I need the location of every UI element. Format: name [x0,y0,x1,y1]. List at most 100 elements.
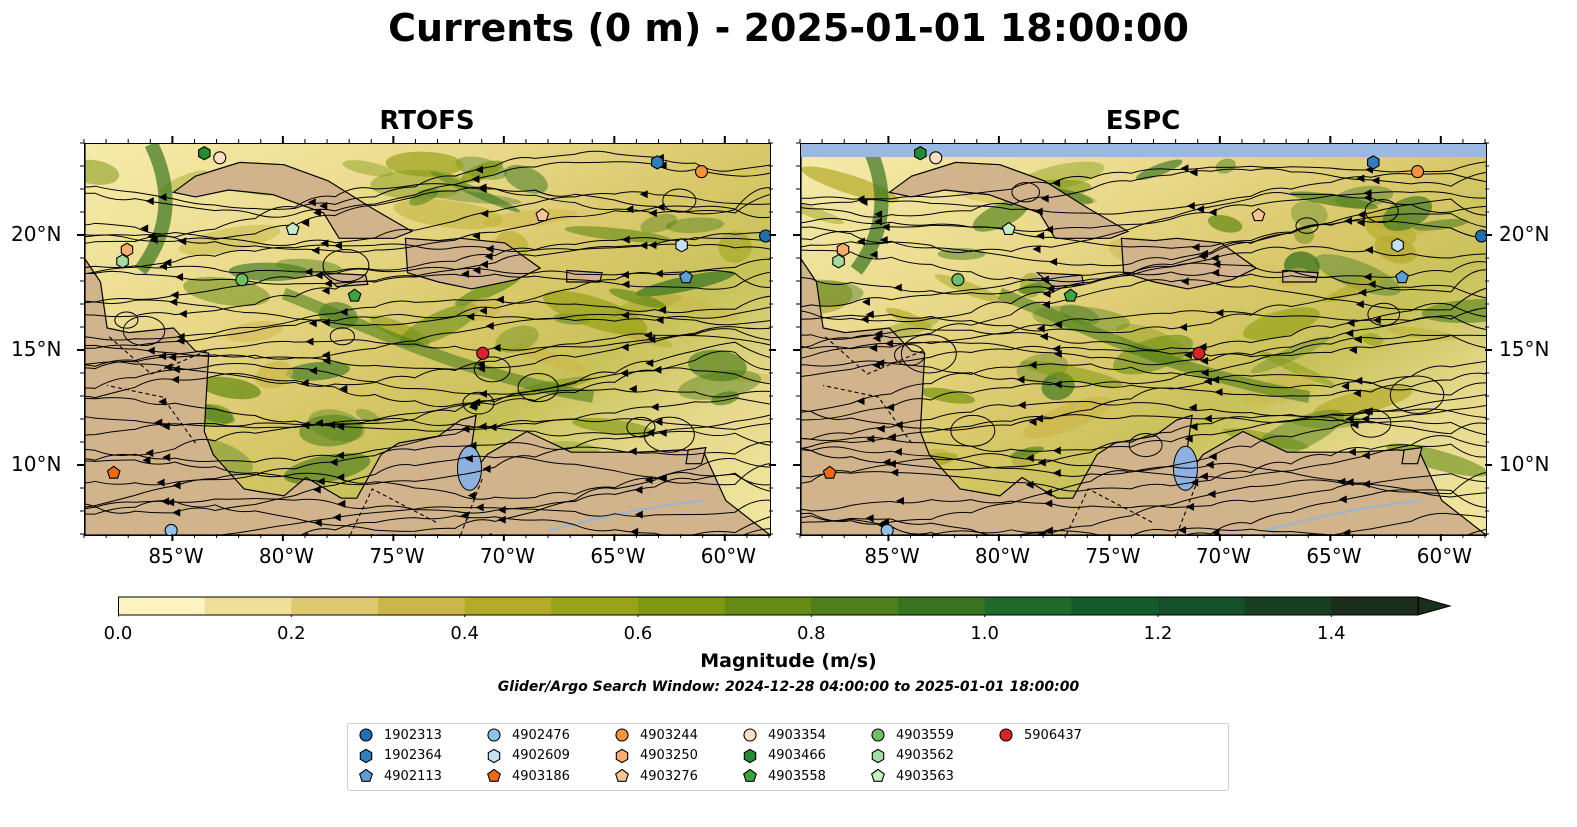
panel-title-espc: ESPC [1105,106,1181,136]
platform-marker-4903354[interactable] [929,151,943,165]
platform-marker-4903558[interactable] [347,288,362,302]
platform-marker-4903466[interactable] [914,145,927,161]
colorbar-segment [464,597,552,615]
legend-marker-4903559 [871,728,885,742]
pentagon-marker-icon [871,768,885,782]
hexagon-marker-icon [743,748,757,763]
legend-item: 4903562 [870,748,954,764]
legend-item: 4903186 [486,768,570,784]
platform-marker-4902476[interactable] [880,523,894,535]
platform-marker-4903250[interactable] [120,242,134,258]
circle-marker-icon [743,728,757,742]
hexagon-marker-icon [359,748,373,763]
pentagon-marker-icon [615,768,629,782]
legend-item-label: 4903250 [640,748,698,763]
platform-marker-4903244[interactable] [694,165,709,179]
colorbar-segment [724,597,812,615]
legend-marker-4903354 [743,728,757,742]
colorbar-tick-label: 0.4 [450,623,479,644]
colorbar-segment [1331,597,1419,615]
legend-item: 4903466 [742,748,826,764]
circle-marker-icon [359,728,373,742]
legend-item: 4902476 [486,727,570,743]
legend-item-label: 4902609 [512,748,570,763]
legend-marker-1902313 [359,728,373,742]
platform-marker-1902313[interactable] [1475,229,1486,243]
legend-item-label: 4903276 [640,768,698,784]
platform-marker-4903244[interactable] [1410,165,1425,179]
lon-tick-label: 60°W [1416,544,1473,568]
platform-marker-4903276[interactable] [535,208,550,222]
legend-item-label: 1902313 [384,727,442,743]
colorbar-segment [1071,597,1159,615]
colorbar-segment [551,597,639,615]
platform-marker-4903559[interactable] [235,273,249,287]
hexagon-marker-icon [487,748,501,763]
legend-item-label: 4903354 [768,727,826,743]
platform-marker-5906437[interactable] [476,346,490,360]
platform-marker-4903186[interactable] [822,465,837,479]
legend-item-label: 4903558 [768,768,826,784]
platform-marker-4903276[interactable] [1251,208,1266,222]
lon-tick-label: 70°W [1195,544,1252,568]
pentagon-marker-icon [359,768,373,782]
legend-item-label: 4903466 [768,748,826,763]
platform-marker-4902113[interactable] [1395,270,1409,284]
legend-marker-4903186 [487,768,501,782]
circle-marker-icon [487,728,501,742]
legend-item-label: 4903186 [512,768,570,784]
colorbar-tick-label: 1.0 [970,623,999,644]
legend-item: 4903354 [742,727,826,743]
platform-marker-4903563[interactable] [1001,221,1016,235]
legend-marker-4903558 [743,768,757,782]
legend-item-label: 5906437 [1024,727,1082,743]
platform-marker-4903562[interactable] [116,254,129,269]
legend-item: 4903563 [870,768,954,784]
platform-marker-1902364[interactable] [651,155,664,170]
rtofs-map[interactable] [84,143,771,536]
platform-marker-4902476[interactable] [164,523,178,535]
legend-item: 4903559 [870,727,954,743]
platform-marker-5906437[interactable] [1192,346,1206,360]
circle-marker-icon [999,728,1013,742]
platform-marker-4903466[interactable] [198,145,211,161]
lon-tick-label: 85°W [148,544,204,568]
platform-marker-1902313[interactable] [759,229,770,243]
colorbar-tick-label: 0.2 [277,623,306,644]
colorbar-segment [204,597,292,615]
legend-item: 5906437 [998,727,1082,743]
lon-tick-label: 65°W [1306,544,1362,568]
colorbar-segment [984,597,1072,615]
legend-item-label: 4902476 [512,727,570,743]
colorbar-tick-label: 1.2 [1143,623,1173,644]
espc-map[interactable] [800,143,1487,536]
platform-marker-4903559[interactable] [951,273,965,287]
platform-marker-4902113[interactable] [679,270,693,284]
platform-marker-4903186[interactable] [106,465,121,479]
circle-marker-icon [871,728,885,742]
colorbar-tick-label: 0.8 [797,623,826,644]
colorbar-tick-label: 1.4 [1317,623,1346,644]
platform-marker-1902364[interactable] [1367,155,1380,170]
legend-marker-1902364 [359,748,373,763]
legend-marker-4903562 [871,748,885,763]
legend-item: 1902364 [358,748,442,764]
platform-marker-4902609[interactable] [1391,237,1404,253]
platform-marker-4903563[interactable] [285,221,300,235]
platform-marker-4903558[interactable] [1063,288,1078,302]
platform-marker-4903562[interactable] [832,254,845,269]
lon-tick-label: 75°W [1085,544,1141,568]
platform-marker-4903354[interactable] [213,151,227,165]
platform-marker-4902609[interactable] [675,237,688,253]
legend-marker-5906437 [999,728,1013,742]
lon-tick-label: 85°W [864,544,920,568]
lat-tick-label: 20°N [11,222,62,246]
lat-tick-label: 15°N [11,337,62,361]
legend-item: 4902609 [486,748,570,764]
colorbar-segment [1158,597,1246,615]
panel-title-rtofs: RTOFS [379,106,475,136]
lat-tick-label: 20°N [1499,222,1550,246]
platform-marker-4903250[interactable] [836,242,850,258]
map-canvas-espc [801,144,1486,535]
figure-title: Currents (0 m) - 2025-01-01 18:00:00 [388,6,1189,50]
